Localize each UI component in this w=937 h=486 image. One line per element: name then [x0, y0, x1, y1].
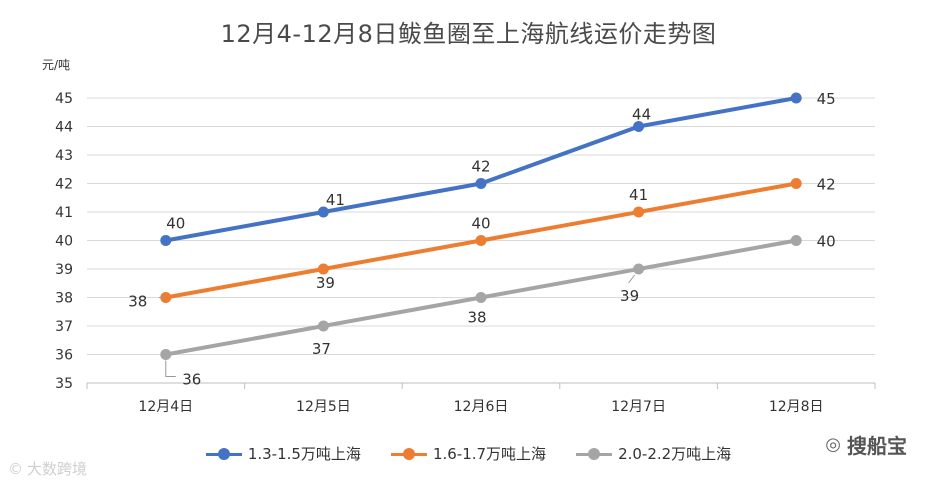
legend-item: 2.0-2.2万吨上海 — [576, 443, 731, 464]
data-point — [790, 235, 802, 246]
data-label: 37 — [312, 340, 331, 358]
watermark-logo-icon: © — [8, 459, 23, 478]
y-tick-label: 41 — [55, 205, 73, 221]
y-tick-label: 42 — [55, 177, 73, 193]
chart-legend: 1.3-1.5万吨上海 1.6-1.7万吨上海 2.0-2.2万吨上海 — [0, 443, 937, 464]
watermark-left: © 大数跨境 — [8, 458, 87, 479]
data-label: 44 — [632, 106, 651, 124]
data-point — [317, 263, 329, 275]
y-tick-label: 37 — [55, 319, 73, 335]
y-tick-label: 35 — [55, 376, 73, 392]
legend-item: 1.6-1.7万吨上海 — [390, 443, 547, 464]
y-tick-label: 43 — [55, 148, 73, 164]
x-tick-label: 12月5日 — [296, 399, 351, 415]
y-tick-label: 38 — [55, 291, 73, 307]
watermark-right-text: 搜船宝 — [847, 434, 907, 458]
x-tick-label: 12月6日 — [454, 399, 509, 415]
watermark-left-text: 大数跨境 — [27, 460, 88, 478]
watermark-right: ◎ 搜船宝 — [825, 430, 907, 459]
data-point — [317, 320, 329, 332]
data-label: 40 — [817, 233, 836, 251]
data-label: 38 — [128, 293, 147, 311]
data-label: 45 — [817, 90, 836, 108]
data-label: 41 — [326, 191, 345, 209]
data-point — [475, 292, 487, 303]
data-label: 41 — [629, 186, 648, 204]
data-label: 36 — [182, 371, 201, 389]
data-label: 40 — [471, 215, 490, 233]
data-label: 42 — [817, 176, 836, 194]
data-point — [790, 178, 802, 189]
legend-swatch-icon — [205, 447, 242, 461]
data-point — [790, 92, 802, 104]
legend-label: 1.6-1.7万吨上海 — [432, 445, 547, 463]
legend-item: 1.3-1.5万吨上海 — [205, 443, 361, 464]
data-point — [475, 178, 487, 189]
data-label: 40 — [166, 215, 185, 233]
legend-swatch-icon — [390, 447, 427, 461]
x-tick-label: 12月8日 — [769, 399, 824, 415]
y-tick-label: 40 — [55, 234, 73, 250]
leader-line — [628, 274, 635, 284]
data-point — [633, 206, 645, 218]
data-point — [160, 235, 172, 246]
y-tick-label: 36 — [55, 348, 73, 364]
leader-line — [165, 360, 176, 377]
data-point — [160, 292, 172, 303]
legend-label: 2.0-2.2万吨上海 — [618, 445, 732, 463]
data-point — [317, 206, 329, 218]
data-point — [160, 349, 172, 360]
data-label: 39 — [316, 274, 335, 292]
x-tick-label: 12月7日 — [611, 399, 666, 415]
y-tick-label: 44 — [55, 120, 73, 136]
wechat-icon: ◎ — [825, 434, 841, 455]
chart-title: 12月4-12月8日鲅鱼圈至上海航线运价走势图 — [220, 20, 717, 48]
data-point — [633, 121, 645, 132]
legend-swatch-icon — [576, 447, 613, 461]
x-tick-label: 12月4日 — [138, 399, 193, 415]
data-label: 39 — [620, 287, 639, 305]
data-label: 42 — [471, 158, 490, 176]
data-point — [475, 235, 487, 246]
data-label: 38 — [467, 309, 486, 327]
legend-label: 1.3-1.5万吨上海 — [247, 445, 361, 463]
data-point — [633, 263, 645, 275]
y-tick-label: 45 — [55, 91, 73, 107]
y-axis-unit-label: 元/吨 — [42, 58, 71, 72]
y-tick-label: 39 — [55, 262, 73, 278]
